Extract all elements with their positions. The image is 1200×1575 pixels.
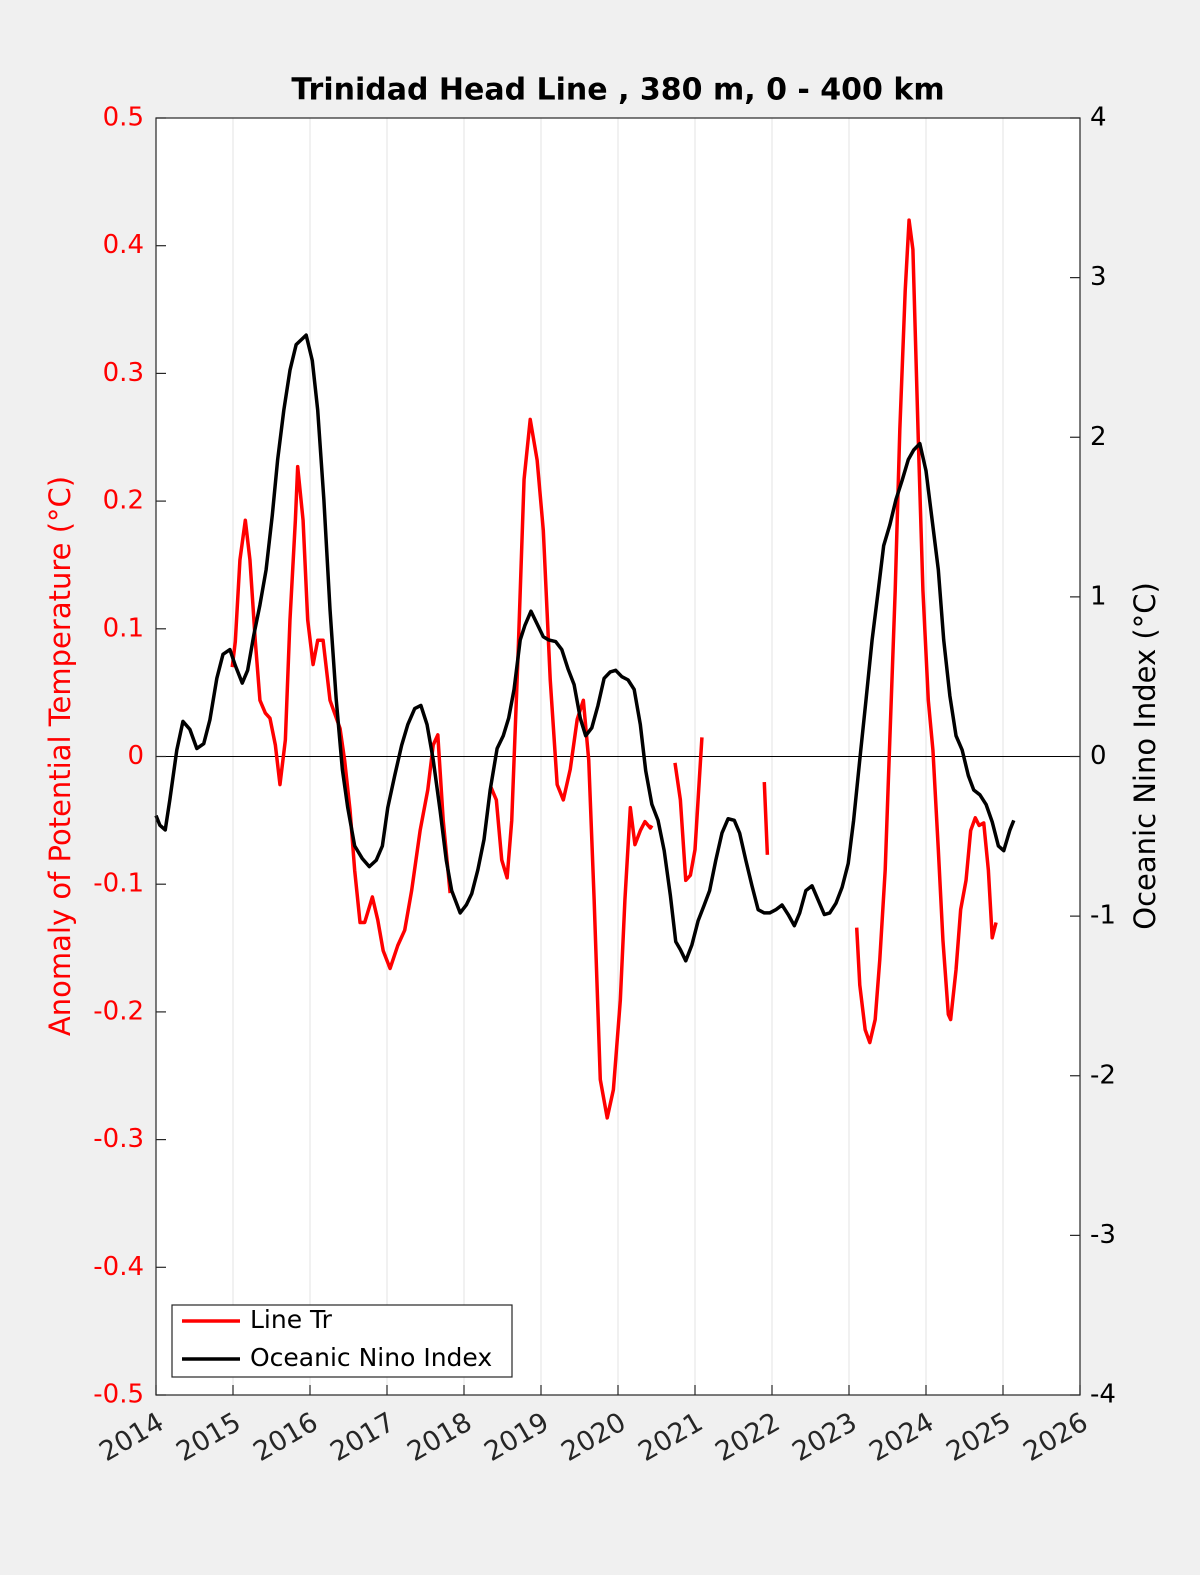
y-tick-label: -0.1 xyxy=(93,869,144,899)
legend: Line Tr Oceanic Nino Index xyxy=(171,1304,513,1378)
legend-label: Line Tr xyxy=(250,1305,333,1334)
data-lines xyxy=(154,218,1016,1120)
y2-tick-label: 3 xyxy=(1090,262,1107,292)
y-tick-label: -0.5 xyxy=(93,1380,144,1410)
y-tick-label: 0.5 xyxy=(103,103,144,133)
y2-axis-label: Oceanic Nino Index (°C) xyxy=(1128,582,1162,930)
y2-tick-label: 2 xyxy=(1090,422,1107,452)
chart-title: Trinidad Head Line , 380 m, 0 - 400 km xyxy=(291,73,944,108)
y-tick-label: 0.2 xyxy=(103,486,144,516)
y-tick-label: 0 xyxy=(127,741,144,771)
y2-tick-label: 1 xyxy=(1090,581,1107,611)
y-tick-label: 0.1 xyxy=(103,613,144,643)
y-axis-label: Anomaly of Potential Temperature (°C) xyxy=(43,476,77,1036)
y-tick-label: -0.4 xyxy=(93,1252,144,1282)
y2-tick-label: 4 xyxy=(1090,103,1107,133)
y-tick-label: -0.2 xyxy=(93,996,144,1026)
y2-tick-label: 0 xyxy=(1090,741,1107,771)
y-tick-label: 0.3 xyxy=(103,358,144,388)
y2-tick-label: -3 xyxy=(1090,1220,1116,1250)
y-tick-label: -0.3 xyxy=(93,1124,144,1154)
y2-tick-label: -1 xyxy=(1090,901,1116,931)
data-line xyxy=(154,333,1016,963)
y2-tick-label: -2 xyxy=(1090,1060,1116,1090)
legend-label: Oceanic Nino Index xyxy=(250,1343,492,1372)
y2-tick-label: -4 xyxy=(1090,1380,1116,1410)
legend-box xyxy=(171,1304,513,1378)
y-tick-label: 0.4 xyxy=(103,230,144,260)
data-line xyxy=(230,218,998,1120)
